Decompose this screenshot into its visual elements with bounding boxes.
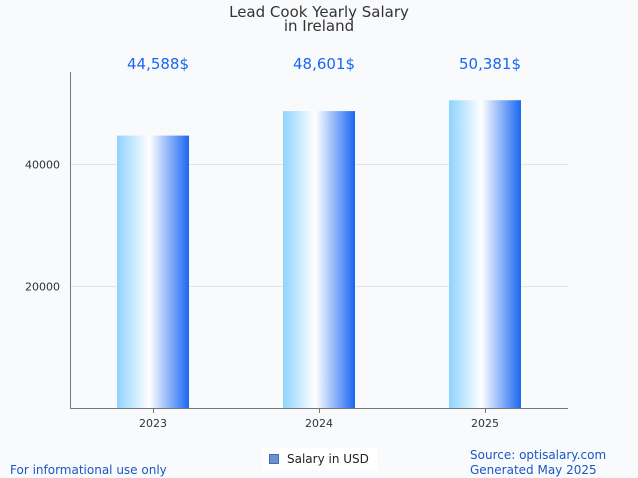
bar-2025[interactable] [449, 100, 521, 408]
bar-value-label: 48,601$ [293, 55, 355, 73]
axes-layer [70, 72, 568, 413]
bar-value-label: 50,381$ [459, 55, 521, 73]
generated-note: Generated May 2025 [470, 463, 597, 477]
labels-layer: 20000 40000 44,588$ 2023 48,601$ 2024 50,381$ 2… [25, 55, 521, 430]
y-tick-label: 40000 [25, 159, 60, 172]
bar-2023[interactable] [117, 135, 189, 408]
y-tick-label: 20000 [25, 281, 60, 294]
legend-swatch [269, 454, 279, 464]
source-note: Source: optisalary.com [470, 448, 607, 462]
x-tick-label: 2025 [471, 417, 499, 430]
bars-layer [117, 100, 521, 408]
x-tick-label: 2023 [139, 417, 167, 430]
legend[interactable]: Salary in USD [262, 448, 377, 470]
chart-title: Lead Cook Yearly Salary [229, 3, 409, 21]
legend-label: Salary in USD [287, 452, 369, 466]
bar-2024[interactable] [283, 111, 355, 408]
bar-value-label: 44,588$ [127, 55, 189, 73]
x-tick-label: 2024 [305, 417, 333, 430]
chart-subtitle: in Ireland [283, 17, 355, 35]
informational-note: For informational use only [10, 463, 167, 477]
